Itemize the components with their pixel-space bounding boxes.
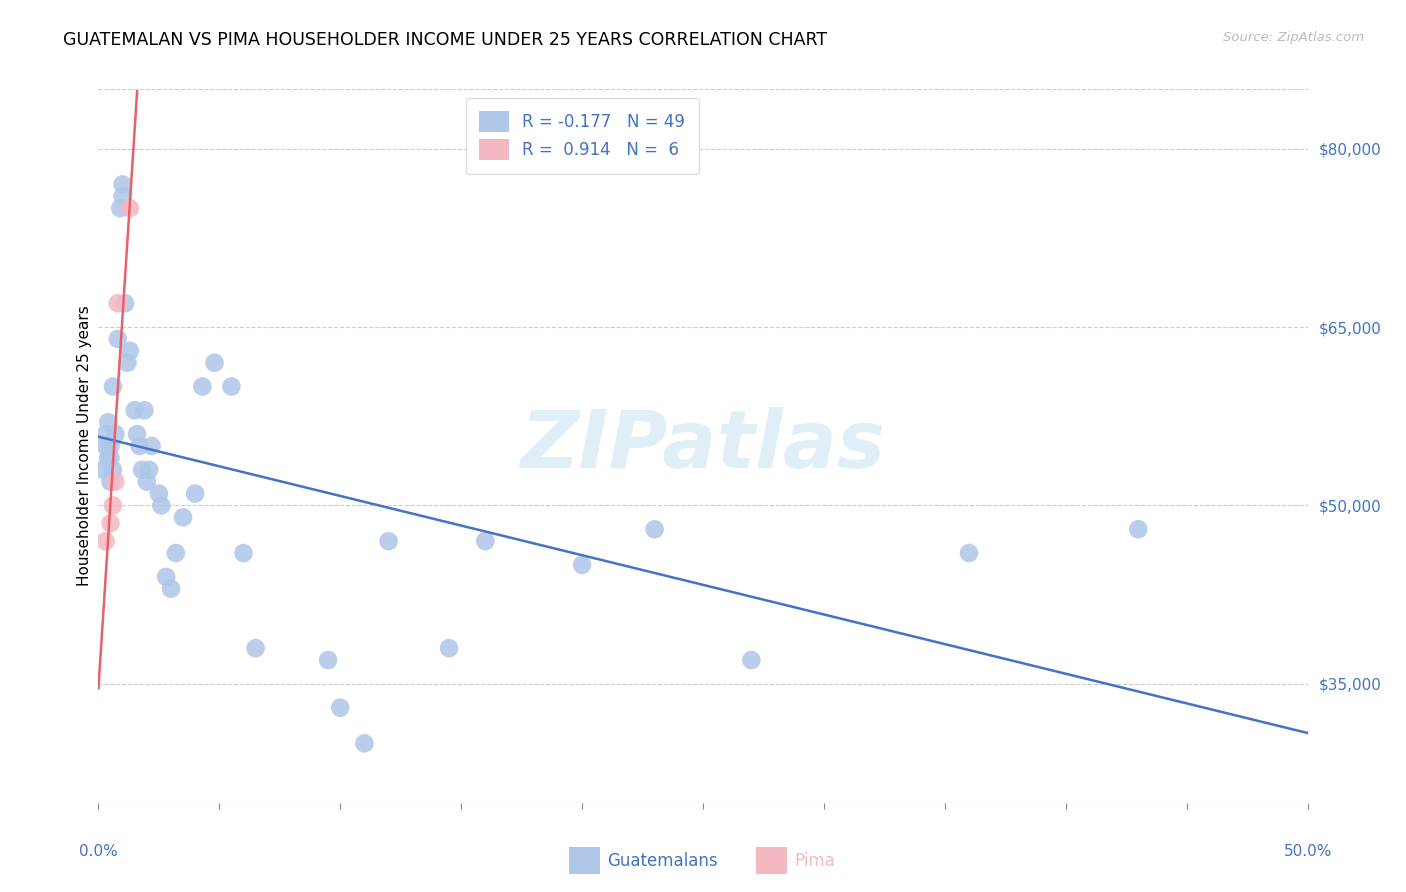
Point <box>108 201 131 215</box>
Point <box>204 356 226 370</box>
Point <box>141 439 163 453</box>
Text: Guatemalans: Guatemalans <box>607 852 718 870</box>
Point <box>100 450 122 465</box>
Point <box>155 570 177 584</box>
Point <box>148 486 170 500</box>
Point <box>128 439 150 453</box>
Point <box>232 546 254 560</box>
Point <box>101 499 124 513</box>
Point <box>97 415 120 429</box>
Point <box>329 700 352 714</box>
Point <box>94 427 117 442</box>
Point <box>124 403 146 417</box>
Point <box>134 403 156 417</box>
Point <box>118 201 141 215</box>
Point <box>316 653 339 667</box>
Point <box>101 463 124 477</box>
Text: 0.0%: 0.0% <box>79 845 118 859</box>
Point <box>377 534 399 549</box>
Point <box>184 486 207 500</box>
Legend: R = -0.177   N = 49, R =  0.914   N =  6: R = -0.177 N = 49, R = 0.914 N = 6 <box>465 97 699 174</box>
Point <box>94 439 117 453</box>
Point <box>437 641 460 656</box>
Point <box>100 475 122 489</box>
Point <box>104 475 127 489</box>
Point <box>135 475 157 489</box>
Point <box>104 427 127 442</box>
Point <box>138 463 160 477</box>
Point <box>191 379 214 393</box>
Point <box>100 516 122 531</box>
Point <box>111 189 134 203</box>
Text: Source: ZipAtlas.com: Source: ZipAtlas.com <box>1223 31 1364 45</box>
Point <box>165 546 187 560</box>
Point <box>91 463 114 477</box>
Point <box>114 296 136 310</box>
Point <box>107 332 129 346</box>
Point <box>353 736 375 750</box>
Point <box>474 534 496 549</box>
Point <box>221 379 243 393</box>
Point <box>957 546 980 560</box>
Point <box>111 178 134 192</box>
Point <box>150 499 173 513</box>
Text: 50.0%: 50.0% <box>1284 845 1331 859</box>
Point <box>97 450 120 465</box>
Point <box>644 522 666 536</box>
Text: ZIPatlas: ZIPatlas <box>520 407 886 485</box>
Point <box>245 641 267 656</box>
Y-axis label: Householder Income Under 25 years: Householder Income Under 25 years <box>77 306 91 586</box>
Point <box>172 510 194 524</box>
Text: Pima: Pima <box>794 852 835 870</box>
Text: GUATEMALAN VS PIMA HOUSEHOLDER INCOME UNDER 25 YEARS CORRELATION CHART: GUATEMALAN VS PIMA HOUSEHOLDER INCOME UN… <box>63 31 827 49</box>
Point <box>101 379 124 393</box>
Point <box>740 653 762 667</box>
Point <box>117 356 139 370</box>
Point <box>107 296 129 310</box>
Point <box>1128 522 1150 536</box>
Point <box>131 463 153 477</box>
Point <box>118 343 141 358</box>
Point <box>94 534 117 549</box>
Point <box>571 558 593 572</box>
Point <box>127 427 149 442</box>
Point <box>100 439 122 453</box>
Point <box>160 582 183 596</box>
